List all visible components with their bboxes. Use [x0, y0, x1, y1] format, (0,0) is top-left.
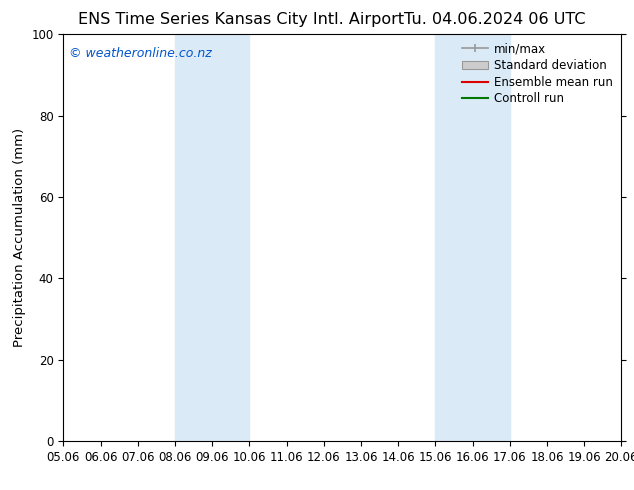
Text: ENS Time Series Kansas City Intl. Airport: ENS Time Series Kansas City Intl. Airpor… [78, 12, 404, 27]
Bar [436, 34, 510, 441]
Text: Tu. 04.06.2024 06 UTC: Tu. 04.06.2024 06 UTC [404, 12, 585, 27]
Y-axis label: Precipitation Accumulation (mm): Precipitation Accumulation (mm) [13, 128, 26, 347]
Text: © weatheronline.co.nz: © weatheronline.co.nz [69, 47, 212, 59]
Bar [175, 34, 249, 441]
Legend: min/max, Standard deviation, Ensemble mean run, Controll run: min/max, Standard deviation, Ensemble me… [458, 38, 618, 110]
